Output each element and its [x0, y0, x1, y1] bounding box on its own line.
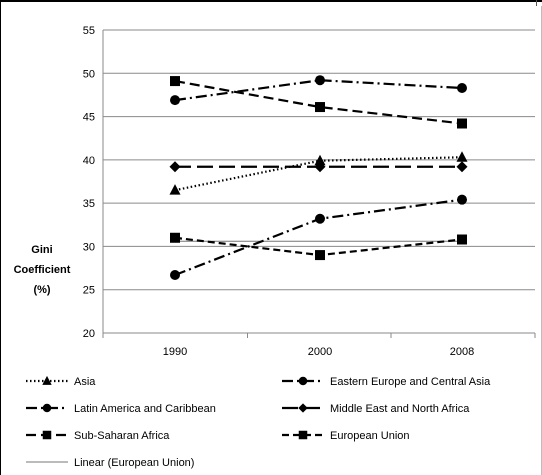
series-0-point-1990 [169, 184, 181, 195]
series-2-point-2008 [457, 83, 467, 94]
series-4-point-2008 [457, 118, 467, 129]
legend-marker-3 [298, 403, 308, 413]
x-tick-label-1990: 1990 [163, 346, 187, 358]
series-1-point-1990 [170, 269, 180, 280]
series-5-point-1990 [170, 232, 180, 243]
legend: Asia Eastern Europe and Central Asia Latin… [26, 375, 491, 469]
legend-marker-2 [42, 403, 52, 413]
series-line-4 [174, 79, 463, 125]
series-0-point-2008 [456, 151, 468, 162]
x-tick-label-2008: 2008 [450, 346, 474, 358]
series-4-point-1990 [170, 76, 180, 87]
frame-corner [536, 0, 542, 6]
x-tick-label-2000: 2000 [308, 346, 332, 358]
series-1-point-2000 [315, 213, 325, 224]
legend-label-5: European Union [330, 430, 410, 442]
legend-marker-1 [298, 376, 308, 386]
series-1-point-2008 [457, 194, 467, 205]
legend-marker-5 [298, 430, 308, 440]
y-axis-title-line-2: Coefficient [14, 264, 71, 276]
series-3-point-2000 [314, 161, 326, 173]
axes: 20 25 30 35 40 45 50 55 1990 2000 2008 [83, 25, 536, 358]
series-line-2 [174, 79, 463, 102]
y-axis-title-line-1: Gini [31, 244, 52, 256]
series-5-point-2000 [315, 250, 325, 261]
y-tick-label-55: 55 [83, 25, 95, 37]
legend-label-4: Sub-Saharan Africa [74, 430, 170, 442]
series-4-point-2000 [315, 102, 325, 113]
legend-label-3: Middle East and North Africa [330, 403, 470, 415]
series-0-point-2000 [314, 154, 326, 166]
series-3-point-2008 [456, 161, 468, 173]
legend-label-6: Linear (European Union) [74, 457, 194, 469]
series-2-point-1990 [170, 95, 180, 106]
series-markers [169, 75, 468, 280]
legend-label-1: Eastern Europe and Central Asia [330, 376, 491, 388]
series-line-0 [174, 156, 463, 192]
series-3-point-1990 [169, 161, 181, 173]
y-tick-label-25: 25 [83, 285, 95, 297]
y-tick-label-30: 30 [83, 241, 95, 253]
legend-marker-0 [42, 375, 52, 385]
y-axis-title-line-3: (%) [33, 284, 50, 296]
y-tick-label-20: 20 [83, 328, 95, 340]
y-tick-label-50: 50 [83, 68, 95, 80]
y-axis-title: Gini Coefficient (%) [14, 244, 71, 296]
y-tick-label-35: 35 [83, 198, 95, 210]
series-line-1 [174, 198, 463, 277]
series-2-point-2000 [315, 75, 325, 86]
y-tick-label-45: 45 [83, 112, 95, 124]
legend-label-2: Latin America and Caribbean [74, 403, 216, 415]
y-tick-label-40: 40 [83, 155, 95, 167]
series-5-point-2008 [457, 234, 467, 245]
legend-label-0: Asia [74, 376, 96, 388]
legend-marker-4 [42, 430, 52, 440]
